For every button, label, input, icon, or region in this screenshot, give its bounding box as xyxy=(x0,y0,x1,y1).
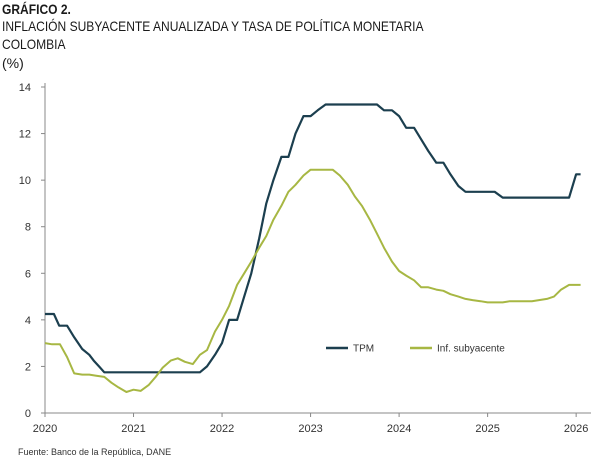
tpm-series-line xyxy=(45,103,581,374)
x-tick-label: 2020 xyxy=(33,423,57,435)
x-tick-label: 2026 xyxy=(564,423,588,435)
chart-unit-label: (%) xyxy=(2,55,24,71)
legend-label-tpm: TPM xyxy=(353,344,374,355)
chart-subtitle-country: COLOMBIA xyxy=(2,36,66,52)
y-tick-label: 12 xyxy=(19,129,31,141)
y-tick-label: 2 xyxy=(25,361,31,373)
x-tick-label: 2024 xyxy=(387,423,411,435)
x-tick-label: 2021 xyxy=(121,423,145,435)
chart-subtitle: INFLACIÓN SUBYACENTE ANUALIZADA Y TASA D… xyxy=(2,18,424,34)
y-tick-label: 14 xyxy=(19,82,31,94)
y-tick-label: 8 xyxy=(25,222,31,234)
y-tick-label: 6 xyxy=(25,268,31,280)
y-tick-label: 10 xyxy=(19,175,31,187)
source-note: Fuente: Banco de la República, DANE xyxy=(18,447,172,457)
x-tick-label: 2023 xyxy=(298,423,322,435)
x-tick-label: 2022 xyxy=(210,423,234,435)
y-tick-label: 0 xyxy=(25,408,31,420)
y-tick-label: 4 xyxy=(25,315,31,327)
legend-label-core: Inf. subyacente xyxy=(437,344,505,355)
core-inflation-series-line xyxy=(44,168,581,393)
chart-title: GRÁFICO 2. xyxy=(2,1,71,17)
x-tick-label: 2025 xyxy=(475,423,499,435)
